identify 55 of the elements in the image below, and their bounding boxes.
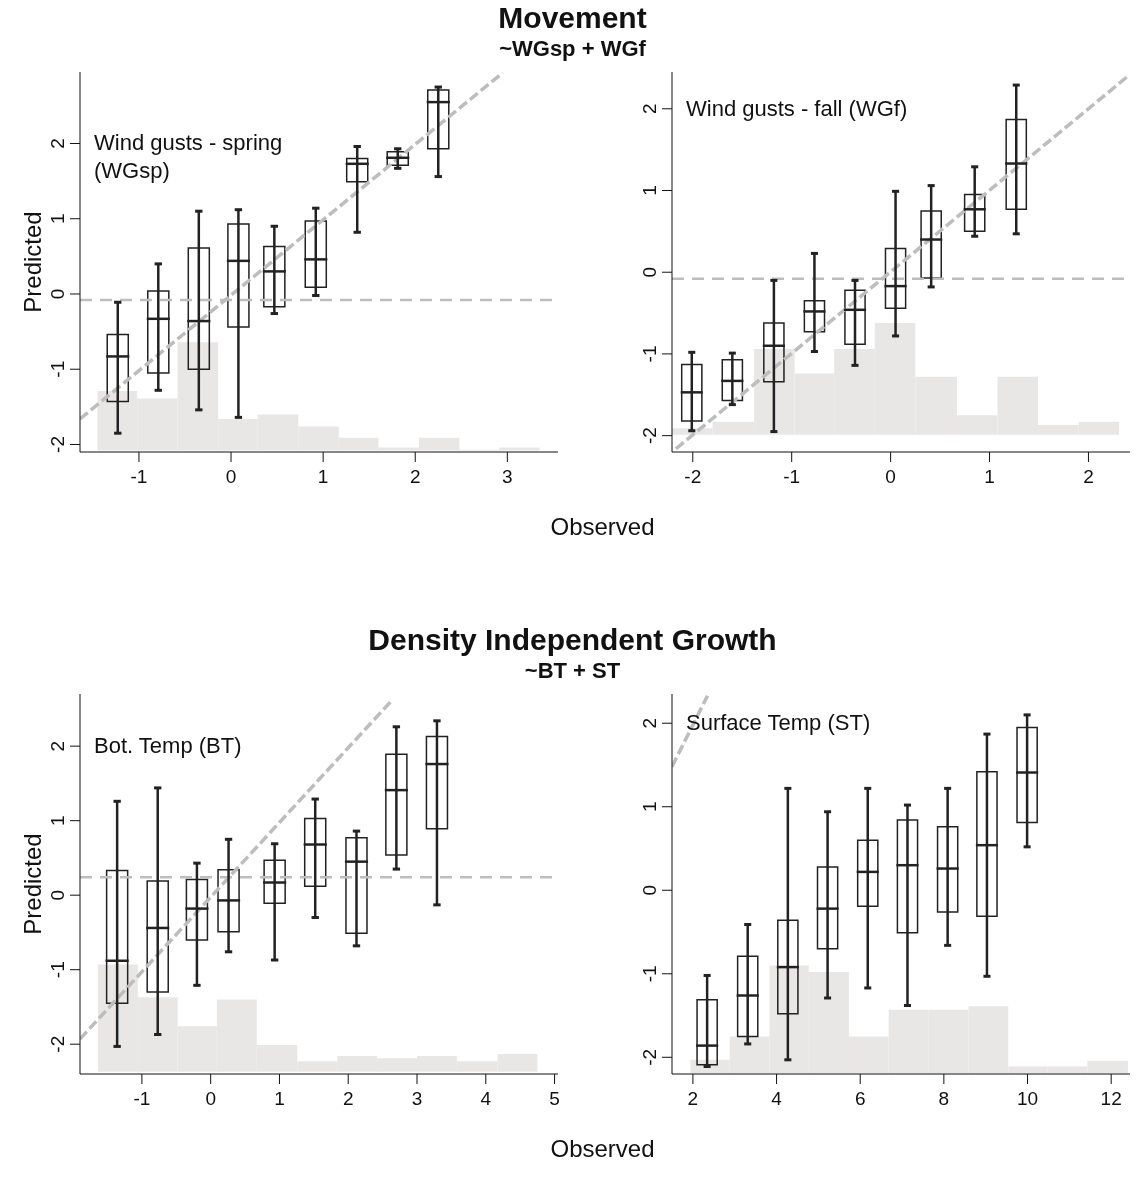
annotation: Wind gusts - fall (WGf) — [686, 94, 908, 123]
y-tick-label: -2 — [47, 436, 68, 453]
y-tick-label: 1 — [47, 213, 68, 225]
y-tick-label: 1 — [639, 801, 660, 813]
x-tick-label: 6 — [854, 1088, 866, 1110]
x-tick-label: 1 — [317, 466, 329, 488]
x-axis-title: Observed — [549, 1134, 656, 1164]
y-tick-label: -2 — [639, 1048, 660, 1066]
y-tick-label: -2 — [47, 1035, 68, 1053]
y-tick-label: 2 — [639, 717, 660, 729]
y-tick-label: 0 — [639, 266, 660, 278]
x-tick-label: -1 — [133, 1088, 151, 1110]
y-tick-label: 2 — [639, 103, 660, 115]
x-tick-label: 0 — [205, 1088, 216, 1110]
x-axis-title: Observed — [549, 512, 656, 542]
x-tick-label: 2 — [1083, 466, 1094, 488]
annotation: Surface Temp (ST) — [686, 709, 871, 738]
x-tick-label: 4 — [771, 1088, 783, 1110]
y-tick-label: -1 — [47, 961, 68, 979]
x-tick-label: 0 — [885, 466, 896, 488]
chart-subtitle: ~BT + ST — [523, 658, 622, 684]
chart-title: Density Independent Growth — [367, 622, 778, 658]
y-tick-label: -1 — [47, 360, 68, 378]
x-tick-label: 2 — [409, 466, 421, 488]
y-tick-label: 2 — [47, 138, 68, 149]
y-tick-label: 1 — [639, 185, 660, 196]
x-tick-label: -1 — [130, 466, 148, 488]
y-tick-label: -2 — [639, 427, 660, 445]
annotation: Bot. Temp (BT) — [94, 732, 242, 761]
x-tick-label: -2 — [684, 466, 702, 488]
x-tick-label: 10 — [1016, 1088, 1039, 1110]
y-axis-title: Predicted — [18, 211, 46, 313]
y-tick-label: 0 — [639, 884, 660, 896]
y-tick-label: 0 — [47, 288, 68, 300]
annotation: Wind gusts - spring (WGsp) — [94, 129, 284, 186]
y-tick-label: -1 — [639, 965, 660, 983]
x-tick-label: 1 — [274, 1088, 285, 1110]
x-tick-label: 0 — [225, 466, 237, 488]
x-tick-label: -1 — [783, 466, 801, 488]
x-tick-label: 8 — [938, 1088, 950, 1110]
y-tick-label: 0 — [47, 889, 68, 901]
x-tick-label: 1 — [984, 466, 995, 488]
x-tick-label: 3 — [502, 466, 513, 488]
y-tick-label: -1 — [639, 345, 660, 363]
x-tick-label: 2 — [342, 1088, 354, 1110]
y-axis-title: Predicted — [18, 833, 46, 935]
y-tick-label: 1 — [47, 815, 68, 826]
y-tick-label: 2 — [47, 740, 68, 752]
x-tick-label: 3 — [411, 1088, 423, 1110]
x-tick-label: 5 — [549, 1088, 560, 1110]
x-tick-label: 12 — [1100, 1088, 1122, 1110]
chart-subtitle: ~WGsp + WGf — [498, 36, 647, 62]
chart-title: Movement — [497, 0, 648, 36]
x-tick-label: 2 — [687, 1088, 699, 1110]
x-tick-label: 4 — [480, 1088, 492, 1110]
